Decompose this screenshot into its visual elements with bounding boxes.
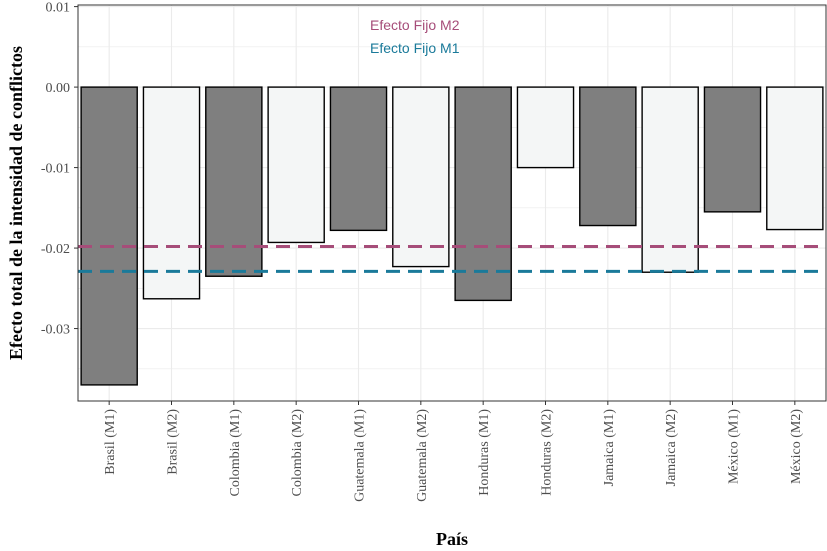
x-tick-label: Jamaica (M1) [602, 409, 617, 487]
bar [80, 86, 138, 386]
bar [766, 86, 824, 231]
x-tick-label: Colombia (M2) [290, 409, 305, 497]
x-tick-label: Guatemala (M2) [415, 409, 430, 502]
y-tick-label: -0.02 [41, 242, 70, 257]
bar [329, 86, 388, 232]
x-tick-label: Colombia (M1) [228, 409, 243, 497]
y-tick-label: 0.00 [46, 81, 71, 96]
y-axis: 0.01 0.00 -0.01 -0.02 -0.03 [41, 1, 78, 338]
x-tick-label: Brasil (M2) [166, 409, 181, 475]
y-tick-label: -0.03 [41, 323, 70, 338]
reference-lines [78, 244, 826, 273]
x-tick-label: Honduras (M1) [477, 409, 492, 496]
bar [205, 86, 263, 277]
bar [579, 86, 637, 227]
bar [142, 86, 201, 300]
bar [392, 86, 450, 268]
reference-line-label: Efecto Fijo M1 [370, 40, 460, 56]
x-tick-label: Guatemala (M1) [353, 409, 368, 502]
y-tick-label: 0.01 [46, 1, 71, 16]
bar [267, 86, 325, 244]
x-tick-label: Jamaica (M2) [664, 409, 679, 487]
x-tick-label: Brasil (M1) [103, 409, 118, 475]
plot-panel [77, 4, 827, 402]
x-axis: Brasil (M1) Brasil (M2) Colombia (M1) Colom… [103, 401, 804, 502]
reference-line-label: Efecto Fijo M2 [370, 17, 460, 33]
bar [454, 86, 512, 302]
annotations: Efecto Fijo M2 Efecto Fijo M1 [370, 17, 460, 56]
x-tick-label: México (M2) [789, 409, 804, 484]
x-tick-label: México (M1) [727, 409, 742, 484]
bar [703, 86, 762, 213]
x-axis-title: País [436, 529, 468, 549]
y-axis-title: Efecto total de la intensidad de conflic… [6, 46, 26, 360]
bars [80, 86, 824, 386]
y-tick-label: -0.01 [41, 162, 70, 177]
x-tick-label: Honduras (M2) [540, 409, 555, 496]
bar [641, 86, 699, 273]
bar [516, 86, 575, 169]
